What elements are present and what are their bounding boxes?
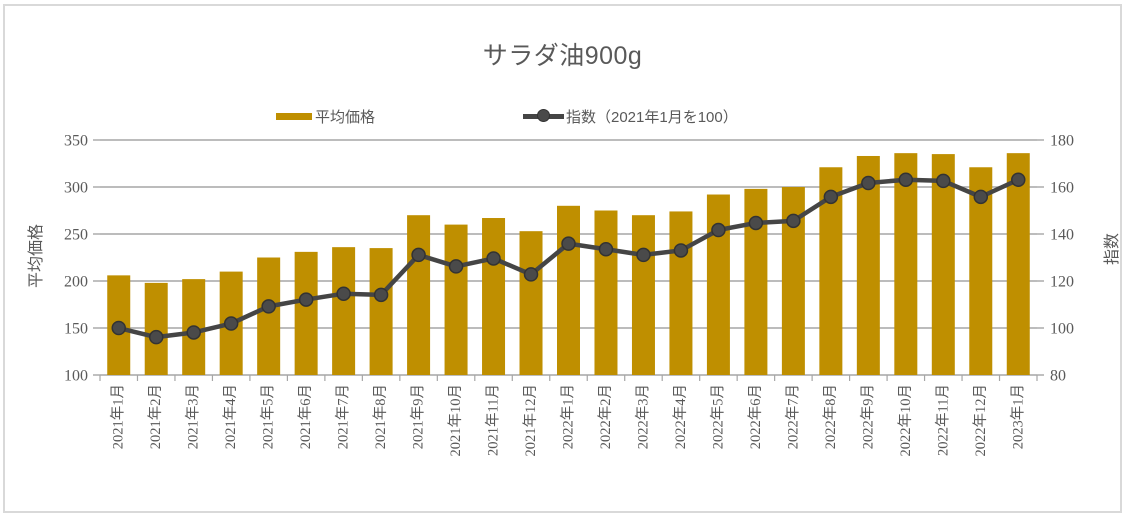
y-right-tick-label: 80: [1050, 368, 1066, 385]
price-bar: [144, 282, 168, 375]
price-bar: [407, 215, 431, 375]
price-bar: [519, 231, 543, 375]
y-left-tick-label: 350: [64, 133, 88, 150]
index-marker: [448, 259, 464, 274]
price-bar: [257, 257, 281, 375]
x-tick-label: 2021年9月: [410, 384, 427, 449]
index-marker: [523, 267, 539, 282]
price-bar: [444, 224, 468, 375]
price-bar: [369, 248, 393, 375]
index-marker: [561, 236, 576, 251]
price-bar: [594, 210, 618, 375]
price-bar: [482, 218, 506, 375]
x-tick-label: 2021年6月: [297, 384, 314, 449]
x-tick-label: 2022年9月: [859, 384, 876, 449]
price-bar: [631, 215, 655, 375]
bar-legend-swatch: [276, 112, 312, 120]
legend-label-index: 指数（2021年1月を100）: [566, 108, 738, 126]
y-right-tick-label: 120: [1050, 274, 1074, 291]
index-marker: [298, 292, 314, 307]
x-tick-label: 2022年10月: [897, 384, 914, 457]
x-tick-label: 2022年12月: [972, 384, 989, 457]
x-tick-label: 2021年2月: [147, 384, 164, 449]
price-bar: [669, 211, 693, 375]
price-bar: [894, 153, 918, 375]
x-tick-label: 2021年7月: [335, 384, 352, 449]
price-bar: [931, 154, 955, 375]
y-left-tick-label: 100: [64, 368, 88, 385]
x-tick-label: 2022年7月: [784, 384, 801, 449]
x-tick-label: 2021年3月: [185, 384, 202, 449]
x-tick-label: 2022年8月: [822, 384, 839, 449]
index-marker: [336, 286, 351, 301]
index-marker: [411, 247, 426, 263]
price-bar: [744, 188, 768, 375]
index-marker: [186, 325, 201, 340]
y-right-tick-label: 100: [1050, 321, 1074, 338]
price-bar: [781, 187, 805, 375]
price-bar: [969, 167, 993, 375]
legend-item-index: 指数（2021年1月を100）: [523, 106, 738, 126]
y-left-tick-label: 200: [64, 274, 88, 291]
index-marker: [748, 215, 764, 231]
price-bar: [332, 247, 356, 375]
x-tick-label: 2022年4月: [672, 384, 689, 449]
y-right-tick-label: 180: [1050, 133, 1074, 150]
x-tick-label: 2022年11月: [934, 384, 951, 456]
price-bar: [856, 155, 880, 375]
line-legend-sample: [523, 109, 564, 123]
y-left-tick-label: 250: [64, 227, 88, 244]
y-left-tick-label: 150: [64, 321, 88, 338]
index-marker: [823, 189, 839, 205]
index-marker: [673, 243, 689, 258]
index-marker: [486, 251, 501, 266]
index-marker: [973, 189, 989, 205]
price-bar: [819, 167, 843, 375]
price-bar: [1006, 153, 1030, 375]
chart-title: サラダ油900g: [482, 42, 643, 70]
index-marker: [148, 329, 164, 345]
x-tick-label: 2023年1月: [1009, 384, 1026, 449]
line-legend-marker-icon: [537, 109, 550, 122]
legend-label-average-price: 平均価格: [315, 108, 376, 126]
index-marker: [1011, 172, 1026, 187]
index-marker: [373, 287, 389, 303]
price-bar: [557, 205, 580, 375]
x-tick-label: 2021年1月: [110, 384, 127, 449]
price-bar: [294, 251, 318, 375]
x-tick-label: 2021年4月: [222, 384, 239, 449]
x-tick-label: 2021年11月: [485, 384, 502, 456]
index-marker: [598, 242, 614, 257]
x-tick-label: 2022年6月: [747, 384, 764, 449]
y-right-tick-label: 140: [1050, 227, 1074, 244]
index-marker: [898, 172, 914, 187]
index-marker: [223, 316, 239, 331]
x-tick-label: 2022年2月: [597, 384, 614, 449]
index-marker: [786, 213, 801, 229]
x-tick-label: 2021年12月: [522, 384, 539, 457]
x-tick-label: 2022年5月: [709, 384, 726, 449]
x-tick-label: 2021年10月: [447, 384, 464, 457]
index-marker: [861, 175, 876, 191]
x-tick-label: 2021年5月: [260, 384, 277, 449]
index-marker: [111, 320, 126, 336]
legend-item-average-price: 平均価格: [276, 106, 375, 126]
x-tick-label: 2022年1月: [560, 384, 577, 449]
x-tick-label: 2021年8月: [372, 384, 389, 449]
x-tick-label: 2022年3月: [634, 384, 651, 449]
price-bar: [706, 194, 730, 375]
y-right-tick-label: 160: [1050, 180, 1074, 197]
index-marker: [636, 247, 651, 263]
index-marker: [936, 173, 951, 189]
y-left-tick-label: 300: [64, 180, 88, 197]
index-marker: [261, 299, 276, 314]
index-marker: [711, 222, 726, 238]
